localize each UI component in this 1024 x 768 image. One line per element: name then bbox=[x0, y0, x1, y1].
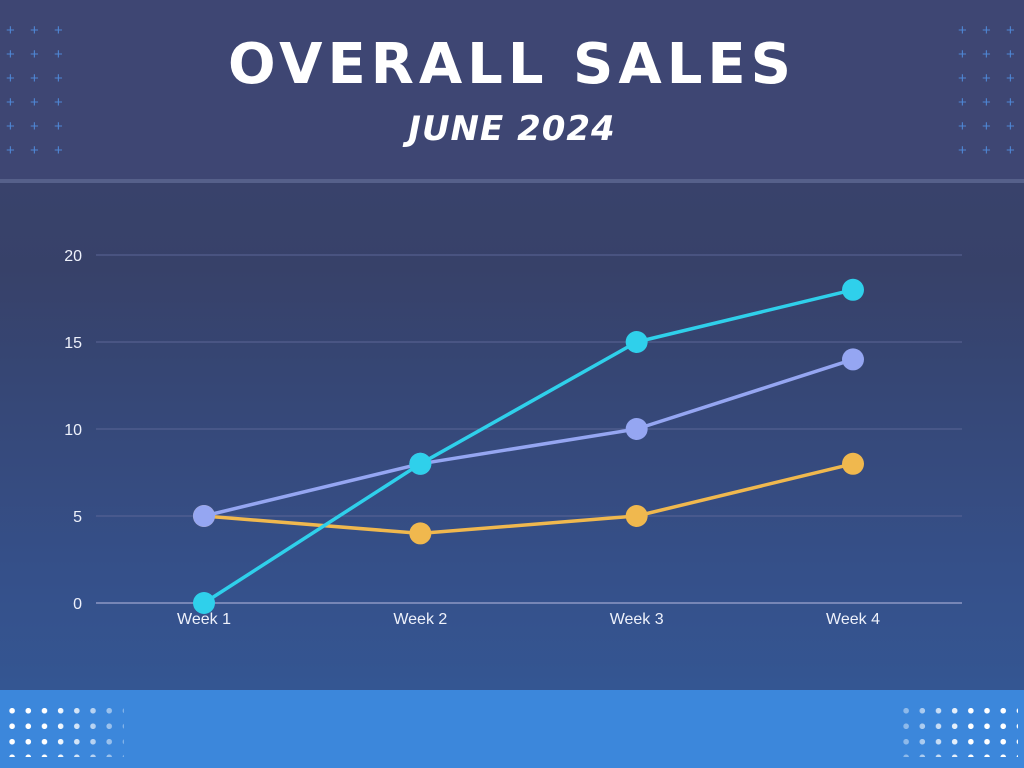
plus-icon: + bbox=[958, 70, 967, 87]
series-2 bbox=[193, 348, 864, 527]
chart-series bbox=[193, 278, 864, 614]
y-axis-ticks: 0 5 10 15 20 bbox=[64, 248, 82, 613]
dot-pattern-left bbox=[4, 703, 124, 757]
plus-icon: + bbox=[54, 46, 63, 63]
data-point bbox=[625, 331, 648, 353]
plus-icon: + bbox=[958, 142, 967, 159]
data-point bbox=[842, 278, 864, 301]
plus-icon: + bbox=[6, 70, 15, 87]
data-point bbox=[842, 452, 864, 475]
plus-icon: + bbox=[54, 142, 63, 159]
plus-icon: + bbox=[6, 22, 15, 39]
chart-gridlines bbox=[96, 254, 962, 604]
plus-icon: + bbox=[1006, 118, 1015, 135]
series-line bbox=[202, 462, 855, 536]
data-point bbox=[409, 522, 432, 545]
plus-icon: + bbox=[982, 46, 991, 63]
x-tick-label: Week 1 bbox=[177, 611, 231, 628]
plus-icon: + bbox=[958, 22, 967, 39]
plus-icon: + bbox=[1006, 94, 1015, 111]
y-tick-label: 20 bbox=[64, 248, 82, 265]
y-tick-label: 10 bbox=[64, 422, 82, 439]
data-point bbox=[193, 592, 215, 614]
plus-icon: + bbox=[1006, 70, 1015, 87]
plus-icon: + bbox=[6, 94, 15, 111]
y-tick-label: 0 bbox=[73, 596, 82, 613]
data-point bbox=[193, 505, 215, 527]
plus-icon: + bbox=[958, 94, 967, 111]
plus-icon: + bbox=[982, 94, 991, 111]
plus-icon: + bbox=[958, 118, 967, 135]
plus-pattern-right: + + + + + + + + + + + + + + + + + + bbox=[958, 22, 1024, 168]
plus-icon: + bbox=[30, 22, 39, 39]
plus-icon: + bbox=[6, 142, 15, 159]
y-tick-label: 5 bbox=[73, 509, 82, 526]
plus-icon: + bbox=[54, 94, 63, 111]
series-1 bbox=[193, 452, 864, 545]
plus-icon: + bbox=[30, 118, 39, 135]
x-tick-label: Week 3 bbox=[610, 611, 664, 628]
plus-icon: + bbox=[982, 142, 991, 159]
plus-icon: + bbox=[30, 142, 39, 159]
x-tick-label: Week 2 bbox=[393, 611, 447, 628]
plus-icon: + bbox=[6, 118, 15, 135]
plus-icon: + bbox=[982, 118, 991, 135]
plus-icon: + bbox=[54, 70, 63, 87]
plus-icon: + bbox=[54, 118, 63, 135]
plus-icon: + bbox=[54, 22, 63, 39]
x-tick-label: Week 4 bbox=[826, 611, 880, 628]
dot-pattern-right bbox=[898, 703, 1018, 757]
plus-icon: + bbox=[982, 70, 991, 87]
series-line bbox=[202, 357, 855, 518]
data-point bbox=[625, 418, 648, 440]
y-tick-label: 15 bbox=[64, 335, 82, 352]
page-title: OVERALL SALES bbox=[228, 32, 796, 97]
x-axis-ticks: Week 1 Week 2 Week 3 Week 4 bbox=[177, 611, 880, 628]
data-point bbox=[625, 505, 648, 527]
plus-icon: + bbox=[1006, 142, 1015, 159]
plus-icon: + bbox=[30, 46, 39, 63]
footer-band bbox=[0, 690, 1024, 768]
plus-icon: + bbox=[958, 46, 967, 63]
plus-icon: + bbox=[30, 94, 39, 111]
series-3 bbox=[193, 278, 864, 614]
data-point bbox=[842, 348, 864, 371]
page-subtitle: JUNE 2024 bbox=[408, 109, 616, 149]
plus-icon: + bbox=[6, 46, 15, 63]
header-divider bbox=[0, 179, 1024, 183]
plus-pattern-left: + + + + + + + + + + + + + + + + + + bbox=[6, 22, 78, 168]
series-line bbox=[202, 288, 855, 605]
data-point bbox=[409, 452, 432, 475]
plus-icon: + bbox=[30, 70, 39, 87]
plus-icon: + bbox=[1006, 46, 1015, 63]
plus-icon: + bbox=[1006, 22, 1015, 39]
header-band bbox=[0, 0, 1024, 180]
plus-icon: + bbox=[982, 22, 991, 39]
